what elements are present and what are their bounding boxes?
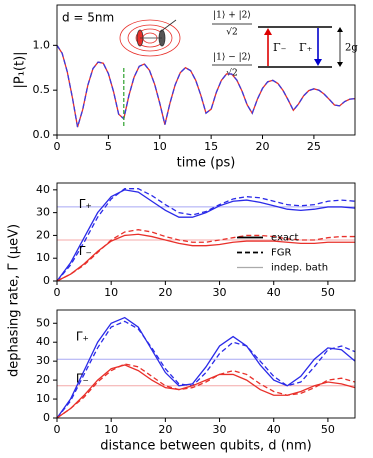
- x-tick-label: 40: [267, 286, 281, 299]
- annotation: Γ₋: [76, 372, 89, 386]
- y-tick-label: 10: [36, 392, 50, 405]
- annotation: Γ₋: [79, 244, 92, 258]
- x-tick-label: 10: [153, 140, 167, 153]
- x-tick-label: 30: [213, 423, 227, 436]
- y-axis-label: |P₁(t)|: [13, 51, 28, 88]
- legend-label: exact: [271, 233, 299, 244]
- x-tick-label: 10: [104, 286, 118, 299]
- y-tick-label: 20: [36, 373, 50, 386]
- state-denominator: √2: [226, 27, 237, 38]
- x-tick-label: 0: [54, 423, 61, 436]
- series-line: [56, 363, 356, 419]
- x-tick-label: 30: [213, 286, 227, 299]
- x-tick-label: 40: [267, 423, 281, 436]
- y-tick-label: 50: [36, 316, 50, 329]
- x-tick-label: 20: [158, 423, 172, 436]
- plot-frame: [56, 182, 356, 282]
- x-tick-label: 25: [307, 140, 321, 153]
- series-line: [56, 320, 356, 419]
- series-line: [56, 233, 355, 282]
- state-lower: |1⟩ − |2⟩: [213, 53, 251, 63]
- x-tick-label: 20: [158, 286, 172, 299]
- x-tick-label: 20: [256, 140, 270, 153]
- x-tick-label: 10: [104, 423, 118, 436]
- y-tick-label: 0.5: [33, 83, 51, 96]
- y-tick-label: 0.0: [33, 128, 51, 141]
- y-tick-label: 30: [36, 354, 50, 367]
- y-tick-label: 20: [36, 228, 50, 241]
- x-tick-label: 5: [105, 140, 112, 153]
- legend-label: indep. bath: [271, 263, 328, 274]
- x-tick-label: 15: [204, 140, 218, 153]
- x-axis-label: time (ps): [177, 156, 236, 171]
- series-line: [56, 364, 356, 419]
- gamma-minus-label: Γ₋: [273, 41, 287, 54]
- splitting-label: 2g: [345, 43, 358, 54]
- x-tick-label: 0: [54, 140, 61, 153]
- y-tick-label: 40: [36, 183, 50, 196]
- series-line: [56, 316, 356, 419]
- y-tick-label: 1.0: [33, 38, 51, 51]
- y-tick-label: 40: [36, 335, 50, 348]
- y-tick-label: 10: [36, 251, 50, 264]
- plot-frame: [56, 309, 356, 419]
- annotation: Γ₊: [76, 330, 89, 344]
- energy-diagram: [212, 23, 343, 68]
- qubit-icon: [119, 19, 181, 57]
- series-line: [56, 188, 356, 282]
- y-tick-label: 0: [43, 411, 50, 424]
- state-upper: |1⟩ + |2⟩: [213, 11, 251, 21]
- series-line: [56, 229, 355, 282]
- series-line: [56, 44, 356, 128]
- annotation: d = 5nm: [62, 11, 114, 25]
- x-axis-label: distance between qubits, d (nm): [100, 439, 312, 454]
- y-axis-label: dephasing rate, Γ (μeV): [7, 224, 22, 377]
- series-line: [56, 189, 356, 282]
- x-tick-label: 0: [54, 286, 61, 299]
- series-line: [56, 44, 356, 128]
- y-tick-label: 30: [36, 206, 50, 219]
- plot-frame: [56, 4, 356, 136]
- y-tick-label: 0: [43, 274, 50, 287]
- gamma-plus-label: Γ₊: [299, 41, 313, 54]
- annotation: Γ₊: [79, 197, 92, 211]
- x-tick-label: 50: [321, 286, 335, 299]
- x-tick-label: 50: [321, 423, 335, 436]
- legend-label: FGR: [271, 248, 292, 259]
- state-denominator: √2: [226, 68, 237, 79]
